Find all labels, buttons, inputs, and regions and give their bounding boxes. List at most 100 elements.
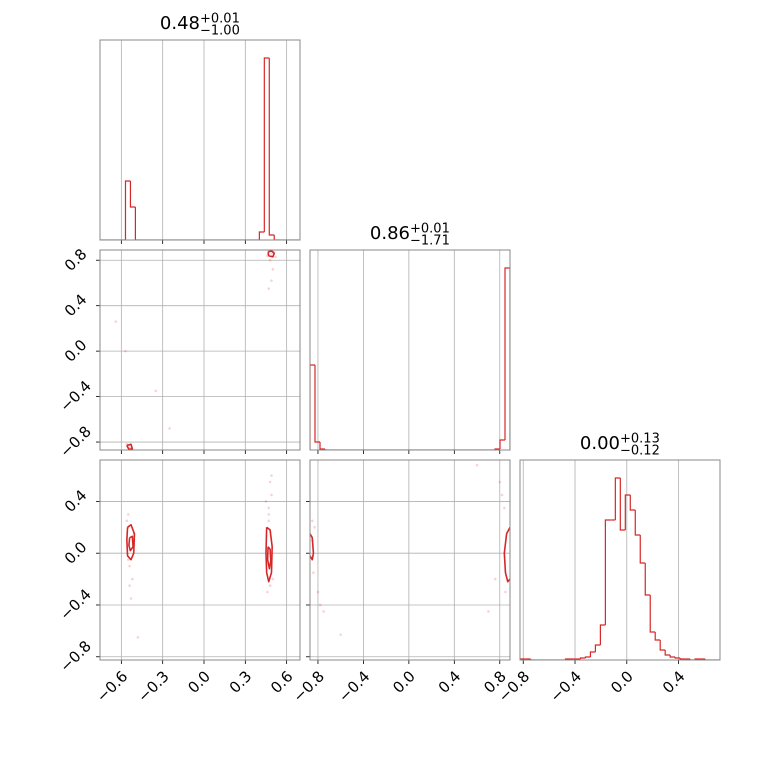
sample-point [125,519,129,523]
contour [266,546,272,570]
title-lower: −0.12 [620,444,660,459]
sample-point [136,636,140,639]
histogram-bin [314,365,320,443]
sample-point [128,564,131,568]
plot-area [125,474,275,639]
sample-point [268,480,272,484]
histogram-bin [619,478,626,531]
sample-point [322,610,325,613]
sample-point [267,519,271,523]
x-tick-label: −0.6 [93,667,131,705]
histogram-bin [689,659,696,660]
plot-area [310,463,510,637]
histogram-bin [324,449,330,450]
sample-point [318,603,322,607]
histogram-bin [629,495,636,511]
contour [128,535,134,552]
sample-point [270,279,273,282]
sample-point [114,320,118,323]
sample-point [339,633,342,637]
histogram-bin [310,364,315,450]
panel-frame [100,40,300,240]
histogram-bin [664,650,671,656]
histogram-bin [634,510,641,536]
histogram-bin [704,659,711,660]
panel: 0.86 +0.01−1.71 [309,222,511,454]
histogram-bin [258,231,265,240]
title-value: 0.86 [370,223,410,244]
title-value: 0.00 [580,433,620,454]
title-upper: +0.13 [620,432,660,447]
histogram-bin [659,640,666,651]
contour [126,523,136,561]
sample-point [266,590,269,594]
histogram-bin [639,535,646,564]
panel: −0.6 −0.3 0.0 0.3 0.6−0.8−0.40.00.4 [56,459,301,706]
histogram-bin [674,657,681,659]
histogram-bin [319,442,325,450]
sample-point [131,577,134,581]
sample-point [126,558,130,561]
sample-point [154,389,158,393]
sample-point [503,506,506,510]
sample-point [312,571,315,574]
x-tick-label: −0.3 [134,667,172,705]
panel: −0.8 −0.4 0.0 0.40.00 +0.13−0.12 [495,432,721,706]
y-tick-label: 0.0 [61,538,91,568]
histogram-bin [594,644,601,652]
sample-point [271,268,275,271]
sample-point [124,349,127,353]
histogram-bin [134,207,141,240]
histogram-bin [124,180,131,240]
histogram-bin [614,477,621,520]
histogram-bin [644,563,651,596]
x-tick-label: −0.8 [289,667,327,705]
histogram-bin [584,656,591,658]
sample-point [316,590,320,594]
histogram-bin [669,655,676,658]
sample-point [270,252,273,255]
histogram-bin [530,659,536,660]
y-tick-label: 0.8 [61,245,91,275]
x-tick-label: −0.4 [335,667,373,705]
sample-point [313,526,316,529]
y-tick-label: −0.4 [56,585,94,623]
panel-frame [310,250,510,450]
panel-border [519,459,721,661]
histogram-bin [579,657,586,659]
x-tick-label: 0.4 [435,667,465,697]
histogram-bin [504,267,510,450]
y-tick-label: −0.4 [56,377,94,415]
panel-border [309,249,511,451]
sample-point [475,463,479,467]
panel-border [309,459,511,661]
x-tick-label: −0.4 [547,667,585,705]
y-tick-label: 0.0 [61,336,91,366]
y-tick-label: −0.8 [56,637,94,675]
contour [310,533,315,561]
title-upper: +0.01 [410,222,450,237]
sample-point [487,610,490,613]
sample-point [264,500,268,503]
x-tick-label: 0.0 [389,667,419,697]
x-tick-label: 0.3 [226,667,256,697]
sample-point [310,519,314,523]
plot-area [310,267,510,450]
panel-border [99,39,301,241]
histogram-bin [273,235,280,240]
title-lower: −1.00 [200,24,240,39]
title-lower: −1.71 [410,234,450,249]
sample-point [270,493,273,497]
contour [503,526,510,583]
x-tick-label: 0.0 [607,667,637,697]
sample-point [126,513,130,516]
histogram-bin [649,595,656,633]
sample-point [270,474,273,477]
sample-point [268,584,272,587]
panel-frame [310,460,510,660]
plot-area [100,57,300,240]
histogram-bin [624,494,631,530]
sample-point [168,427,171,430]
